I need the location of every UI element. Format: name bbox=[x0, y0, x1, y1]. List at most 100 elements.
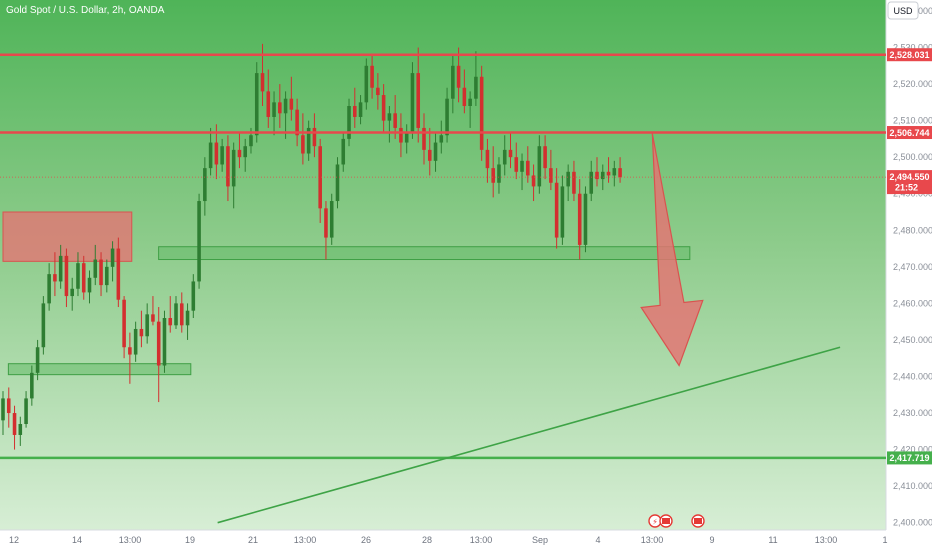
candle bbox=[502, 135, 507, 176]
candle-body bbox=[312, 127, 317, 147]
event-icons[interactable]: ⚡ bbox=[648, 514, 705, 528]
candle bbox=[387, 106, 392, 143]
candle bbox=[618, 157, 622, 183]
candle bbox=[197, 193, 201, 289]
x-tick-label: 14 bbox=[72, 535, 82, 545]
candle-body bbox=[358, 102, 363, 117]
candle bbox=[451, 54, 455, 114]
candle-body bbox=[93, 259, 98, 278]
candle-body bbox=[549, 168, 553, 183]
y-tick-label: 2,430.000 bbox=[893, 408, 932, 418]
candle bbox=[341, 131, 346, 172]
x-tick-label: 13:00 bbox=[641, 535, 664, 545]
candle bbox=[283, 91, 288, 139]
candle-body bbox=[393, 113, 397, 128]
candle bbox=[497, 157, 501, 194]
y-tick-label: 2,400.000 bbox=[893, 518, 932, 528]
candle-body bbox=[266, 91, 271, 117]
time-axis-background bbox=[0, 530, 932, 550]
candle-body bbox=[399, 127, 403, 143]
candle-body bbox=[353, 106, 357, 117]
demand-zone-1[interactable] bbox=[158, 246, 691, 261]
candle bbox=[47, 263, 51, 311]
y-tick-label: 2,510.000 bbox=[893, 116, 932, 126]
candle-body bbox=[485, 149, 490, 169]
trendline[interactable] bbox=[217, 346, 841, 524]
price-axis-background bbox=[886, 0, 932, 530]
candle-body bbox=[301, 135, 305, 154]
candle-body bbox=[76, 263, 80, 289]
candle bbox=[53, 252, 57, 297]
candle-body bbox=[445, 98, 449, 136]
candle bbox=[543, 135, 547, 180]
candle-body bbox=[341, 138, 346, 165]
candle bbox=[468, 91, 472, 128]
candle bbox=[358, 95, 363, 125]
candle-body bbox=[197, 201, 201, 282]
candle-body bbox=[243, 146, 248, 158]
candle-body bbox=[410, 73, 415, 132]
supply-zone-0[interactable] bbox=[2, 211, 133, 262]
candle bbox=[203, 157, 207, 216]
candle-body bbox=[110, 248, 115, 267]
candle-body bbox=[139, 328, 144, 337]
candle bbox=[226, 135, 230, 202]
projection-arrow[interactable] bbox=[640, 133, 704, 367]
candle bbox=[508, 131, 513, 169]
candle bbox=[237, 131, 242, 169]
candle-body bbox=[318, 146, 322, 209]
x-tick-label: 13:00 bbox=[815, 535, 838, 545]
candle bbox=[312, 113, 317, 158]
candle bbox=[560, 175, 565, 245]
candle-body bbox=[572, 171, 576, 194]
candle bbox=[24, 391, 28, 428]
x-tick-label: 13:00 bbox=[119, 535, 142, 545]
candle bbox=[139, 310, 144, 348]
candle-body bbox=[156, 321, 161, 366]
currency-label: USD bbox=[893, 6, 913, 16]
candle-body bbox=[324, 208, 328, 238]
candle-body bbox=[145, 314, 149, 337]
candle bbox=[479, 65, 484, 161]
candle-body bbox=[456, 65, 461, 88]
candle bbox=[491, 146, 495, 198]
demand-zone-2[interactable] bbox=[7, 363, 192, 376]
candle bbox=[566, 164, 570, 202]
candle-body bbox=[41, 303, 46, 348]
candle-body bbox=[53, 274, 57, 282]
dividend-event-glyph: ⚡ bbox=[652, 518, 658, 527]
x-tick-label: 13:00 bbox=[470, 535, 493, 545]
candle bbox=[41, 296, 46, 355]
candle bbox=[318, 138, 322, 223]
candle bbox=[243, 138, 248, 172]
candle-body bbox=[70, 288, 74, 297]
candle bbox=[370, 54, 374, 99]
candle-body bbox=[526, 160, 530, 176]
candle bbox=[133, 321, 138, 362]
candle bbox=[364, 58, 369, 110]
candle-body bbox=[600, 171, 605, 180]
candle-body bbox=[560, 186, 565, 238]
candle bbox=[537, 135, 542, 194]
currency-button[interactable]: USD bbox=[887, 1, 919, 20]
candle bbox=[416, 47, 421, 143]
candle-body bbox=[12, 413, 17, 435]
x-tick-label: 21 bbox=[248, 535, 258, 545]
candle bbox=[231, 142, 236, 209]
candle-body bbox=[278, 102, 282, 114]
candle bbox=[220, 138, 224, 172]
candle-body bbox=[174, 303, 178, 326]
candle bbox=[174, 296, 178, 329]
candle-body bbox=[122, 299, 126, 348]
candle-body bbox=[543, 146, 547, 169]
candle-body bbox=[370, 65, 374, 88]
candle bbox=[70, 277, 74, 311]
candle bbox=[526, 146, 530, 183]
candle bbox=[306, 120, 311, 161]
candle bbox=[600, 164, 605, 191]
candle-body bbox=[283, 98, 288, 114]
candle-body bbox=[35, 347, 40, 373]
resistance-label-0-bg bbox=[887, 48, 932, 62]
economic-event-flag bbox=[662, 518, 670, 524]
